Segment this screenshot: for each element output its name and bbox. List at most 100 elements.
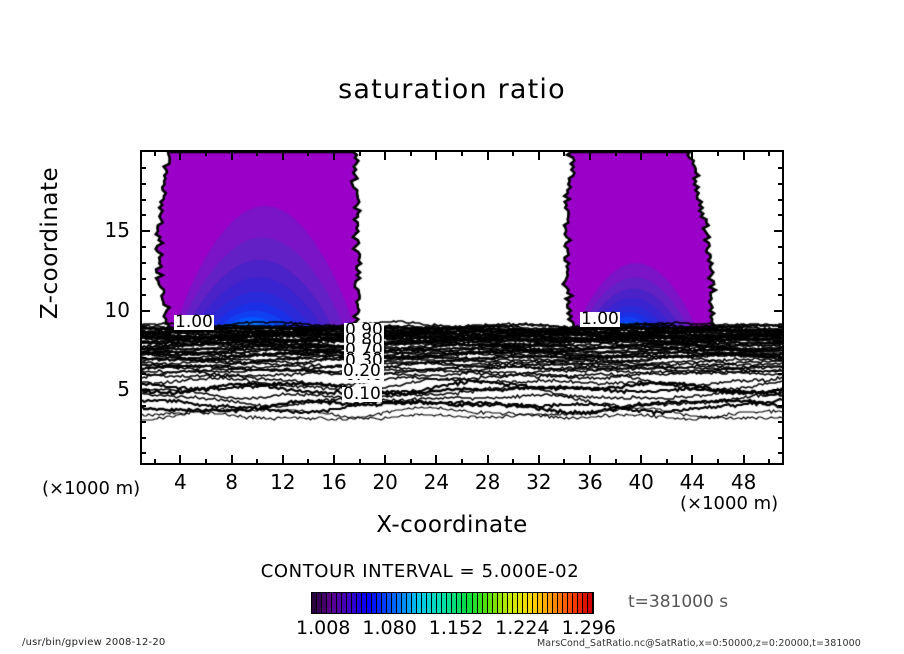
x-tick-minor (409, 459, 412, 463)
x-tick-top (281, 152, 284, 160)
colorbar-segment (362, 593, 368, 613)
colorbar-segment (357, 593, 363, 613)
x-tick (435, 455, 438, 463)
x-tick (179, 455, 182, 463)
y-tick-right (774, 230, 782, 233)
y-tick-label: 15 (104, 218, 130, 243)
colorbar-segment (337, 593, 343, 613)
contour-interval-label: CONTOUR INTERVAL = 5.000E-02 (260, 561, 580, 582)
colorbar-segment (377, 593, 383, 613)
x-tick-minor (614, 459, 617, 463)
x-tick-label: 12 (270, 470, 296, 494)
x-tick-minor-top (358, 152, 361, 156)
x-tick-minor-top (409, 152, 412, 156)
y-tick-minor-right (778, 325, 782, 328)
x-tick (384, 455, 387, 463)
x-axis-unit-left: (×1000 m) (42, 478, 141, 499)
x-tick-minor-top (256, 152, 259, 156)
contour-value-label: 1.00 (174, 312, 214, 332)
footer-command-label: /usr/bin/gpview 2008-12-20 (22, 637, 166, 648)
colorbar-segment (492, 593, 498, 613)
x-tick-minor (358, 459, 361, 463)
contour-value-label: 1.00 (580, 309, 620, 329)
x-tick-label: 40 (628, 470, 654, 494)
colorbar-tick-label: 1.008 (296, 617, 351, 639)
colorbar-tick-labels: 1.008 1.080 1.152 1.224 1.296 (296, 617, 616, 639)
x-tick (537, 455, 540, 463)
x-tick-label: 32 (526, 470, 552, 494)
colorbar-segment (547, 593, 553, 613)
y-tick-minor (142, 404, 146, 407)
y-tick-minor-right (778, 182, 782, 185)
colorbar-segment (372, 593, 378, 613)
contour-value-label: 0.10 (342, 384, 382, 404)
y-tick (142, 389, 150, 391)
y-tick-minor (142, 246, 146, 249)
y-tick (142, 230, 150, 233)
colorbar-tick-label: 1.224 (495, 617, 550, 639)
x-tick (281, 455, 284, 463)
x-tick-top (640, 152, 643, 160)
x-tick-minor (665, 459, 668, 463)
colorbar-segment (382, 593, 388, 613)
colorbar-segment (567, 593, 573, 613)
y-tick-minor-right (778, 404, 782, 407)
plot-area: 1.001.000.900.800.700.600.500.400.300.20… (140, 150, 784, 465)
colorbar-segment (352, 593, 358, 613)
y-tick-minor-right (778, 198, 782, 201)
colorbar-segment (437, 593, 443, 613)
y-tick-minor (142, 166, 146, 169)
colorbar-segment (497, 593, 503, 613)
colorbar-segment (367, 593, 373, 613)
x-tick-top (435, 152, 438, 160)
y-tick-minor-right (778, 277, 782, 280)
x-tick-label: 36 (577, 470, 603, 494)
x-tick-minor (461, 459, 463, 463)
colorbar-segment (412, 593, 418, 613)
x-tick-label: 48 (730, 470, 757, 494)
colorbar-tick-label: 1.296 (561, 617, 616, 639)
colorbar-segment (562, 593, 568, 613)
contour-value-label: 0.20 (342, 361, 382, 381)
y-tick-label: 5 (117, 377, 130, 401)
y-tick-minor (142, 293, 146, 296)
y-tick (142, 309, 150, 312)
y-tick-minor-right (778, 246, 782, 249)
x-tick (742, 455, 745, 463)
y-tick-minor (142, 373, 146, 376)
x-tick-label: 8 (225, 470, 238, 494)
colorbar-segment (342, 593, 348, 613)
x-tick (589, 455, 591, 463)
y-tick-minor-right (778, 452, 782, 455)
x-tick-minor-top (461, 152, 463, 156)
colorbar-segment (442, 593, 448, 613)
x-tick-minor (307, 459, 310, 463)
colorbar-segment (332, 593, 338, 613)
colorbar-segment (532, 593, 538, 613)
x-tick-minor-top (205, 152, 207, 156)
y-tick-minor (142, 182, 146, 185)
colorbar-segment (457, 593, 463, 613)
y-tick-right (774, 389, 782, 391)
contour-plot-canvas (142, 152, 782, 463)
colorbar-segment (537, 593, 543, 613)
x-tick-top (537, 152, 540, 160)
x-tick-minor (153, 459, 156, 463)
y-tick-minor-right (778, 373, 782, 376)
y-tick-minor (142, 436, 146, 439)
y-tick-right (774, 309, 782, 312)
colorbar-segment (452, 593, 458, 613)
colorbar-segment (407, 593, 413, 613)
y-tick-minor-right (778, 341, 782, 344)
x-tick-top (742, 152, 745, 160)
colorbar-segment (392, 593, 398, 613)
colorbar-segment (542, 593, 548, 613)
y-tick-minor-right (778, 166, 782, 169)
y-tick-minor (142, 325, 146, 328)
colorbar-segment (502, 593, 508, 613)
x-tick-minor-top (768, 152, 771, 156)
colorbar-segment (417, 593, 423, 613)
colorbar-segment (572, 593, 578, 613)
colorbar-segment (487, 593, 493, 613)
y-axis-title: Z-coordinate (37, 166, 63, 320)
